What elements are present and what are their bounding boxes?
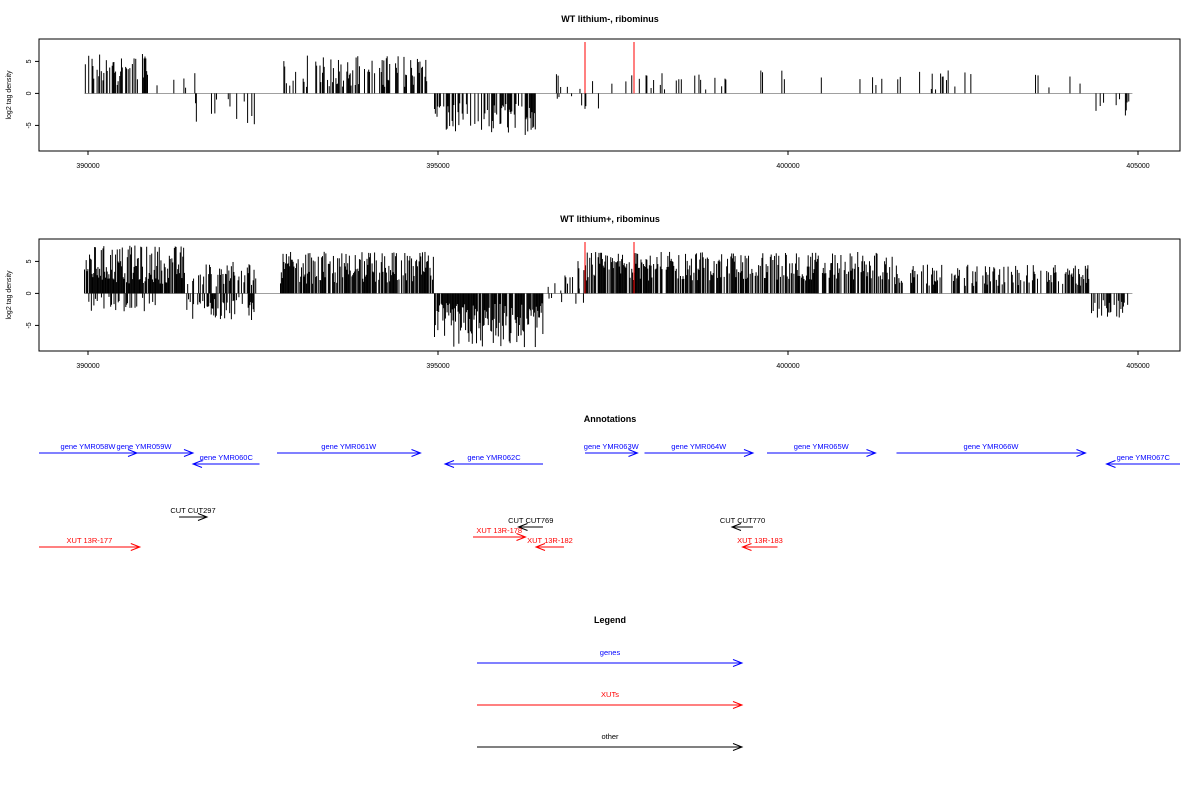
annotation-label: gene YMR067C: [1117, 453, 1171, 462]
annotation-label: CUT CUT770: [720, 516, 765, 525]
annotation-label: gene YMR064W: [671, 442, 727, 451]
legend-label: other: [601, 732, 619, 741]
annotation-label: gene YMR060C: [200, 453, 254, 462]
y-tick-label: 0: [26, 91, 33, 95]
annotation-arrowhead: [743, 449, 755, 457]
annotation-arrowhead: [730, 523, 742, 531]
annotation-label: gene YMR058W: [61, 442, 117, 451]
panel-1-y-axis: -5 0 5: [26, 59, 39, 129]
annotation-arrowhead: [197, 513, 209, 521]
panel-lithium-plus: WT lithium+, ribominus log2 tag density …: [6, 214, 1181, 370]
annotation-arrowhead: [411, 449, 422, 457]
annotation-label: gene YMR059W: [117, 442, 173, 451]
annotation-arrowhead: [443, 460, 455, 468]
x-tick-label: 390000: [76, 163, 99, 170]
legend-item: XUTs: [477, 690, 744, 709]
annotation-feature: gene YMR061W: [277, 442, 422, 457]
annotation-label: gene YMR063W: [584, 442, 640, 451]
annotation-feature: gene YMR063W: [584, 442, 640, 457]
annotations-title: Annotations: [584, 414, 637, 424]
annotation-feature: gene YMR062C: [443, 453, 543, 468]
x-tick-label: 405000: [1126, 363, 1149, 370]
annotation-arrowhead: [130, 543, 142, 551]
annotation-feature: gene YMR066W: [896, 442, 1087, 457]
annotation-feature: gene YMR067C: [1105, 453, 1180, 468]
annotation-features: gene YMR058W gene YMR059W gene YMR060C gene…: [39, 442, 1180, 551]
legend: Legend genes XUTs other: [477, 615, 744, 751]
annotation-label: gene YMR065W: [794, 442, 850, 451]
annotation-arrowhead: [866, 449, 877, 457]
legend-label: genes: [600, 648, 621, 657]
legend-arrowhead: [732, 743, 744, 751]
panel-1-ylabel: log2 tag density: [6, 70, 13, 120]
x-tick-label: 400000: [776, 163, 799, 170]
legend-arrowhead: [732, 701, 744, 709]
annotation-feature: gene YMR059W: [95, 442, 195, 457]
annotations-track: Annotations gene YMR058W gene YMR059Wgene…: [39, 414, 1180, 551]
annotation-feature: CUT CUT297: [170, 506, 216, 521]
panel-1-title: WT lithium-, ribominus: [561, 14, 659, 24]
annotation-feature: XUT 13R-177: [39, 536, 142, 551]
annotation-label: XUT 13R-182: [527, 536, 573, 545]
annotation-arrowhead: [741, 543, 752, 551]
annotation-feature: gene YMR065W: [767, 442, 877, 457]
legend-title: Legend: [594, 615, 626, 625]
x-tick-label: 395000: [426, 363, 449, 370]
y-tick-label: -5: [26, 322, 33, 328]
annotation-arrowhead: [534, 543, 546, 551]
annotation-label: XUT 13R-183: [737, 536, 783, 545]
annotation-label: gene YMR061W: [321, 442, 377, 451]
x-tick-label: 405000: [1126, 163, 1149, 170]
annotation-arrowhead: [1105, 460, 1116, 468]
annotation-feature: XUT 13R-182: [527, 536, 573, 551]
panel-2-y-axis: -5 0 5: [26, 259, 39, 329]
panel-2-ylabel: log2 tag density: [6, 270, 13, 320]
annotation-label: CUT CUT769: [508, 516, 553, 525]
panel-1-markers: [584, 42, 635, 94]
panel-2-frame: [38, 238, 1181, 352]
y-tick-label: 5: [26, 59, 33, 63]
annotation-feature: XUT 13R-183: [737, 536, 783, 551]
legend-label: XUTs: [601, 690, 619, 699]
legend-items: genes XUTs other: [477, 648, 744, 751]
annotation-label: CUT CUT297: [170, 506, 215, 515]
panel-2-markers: [584, 242, 635, 294]
legend-arrowhead: [732, 659, 744, 667]
panel-lithium-minus: WT lithium-, ribominus log2 tag density …: [6, 14, 1181, 170]
annotation-arrowhead: [183, 449, 195, 457]
panel-1-x-axis: 390000 395000 400000 405000: [76, 151, 1150, 170]
annotation-arrowhead: [628, 449, 639, 457]
legend-item: genes: [477, 648, 744, 667]
x-tick-label: 390000: [76, 363, 99, 370]
annotation-arrowhead: [516, 533, 527, 541]
annotation-arrowhead: [1076, 449, 1087, 457]
panel-1-frame: [38, 38, 1181, 152]
panel-2-density-bars: [84, 245, 1133, 348]
annotation-feature: CUT CUT770: [720, 516, 765, 531]
y-tick-label: 0: [26, 291, 33, 295]
panel-1-density-bars: [84, 54, 1133, 135]
y-tick-label: -5: [26, 122, 33, 128]
panel-2-title: WT lithium+, ribominus: [560, 214, 660, 224]
x-tick-label: 400000: [776, 363, 799, 370]
annotation-arrowhead: [191, 460, 203, 468]
annotation-label: XUT 13R-178: [476, 526, 522, 535]
y-tick-label: 5: [26, 259, 33, 263]
annotation-label: gene YMR062C: [467, 453, 521, 462]
annotation-feature: gene YMR060C: [191, 453, 260, 468]
annotation-label: XUT 13R-177: [67, 536, 113, 545]
annotation-label: gene YMR066W: [964, 442, 1020, 451]
panel-2-x-axis: 390000 395000 400000 405000: [76, 351, 1150, 370]
annotation-arrowhead: [517, 523, 528, 531]
annotation-feature: XUT 13R-178: [473, 526, 527, 541]
legend-item: other: [477, 732, 744, 751]
x-tick-label: 395000: [426, 163, 449, 170]
annotation-feature: CUT CUT769: [508, 516, 553, 531]
annotation-feature: gene YMR064W: [644, 442, 755, 457]
